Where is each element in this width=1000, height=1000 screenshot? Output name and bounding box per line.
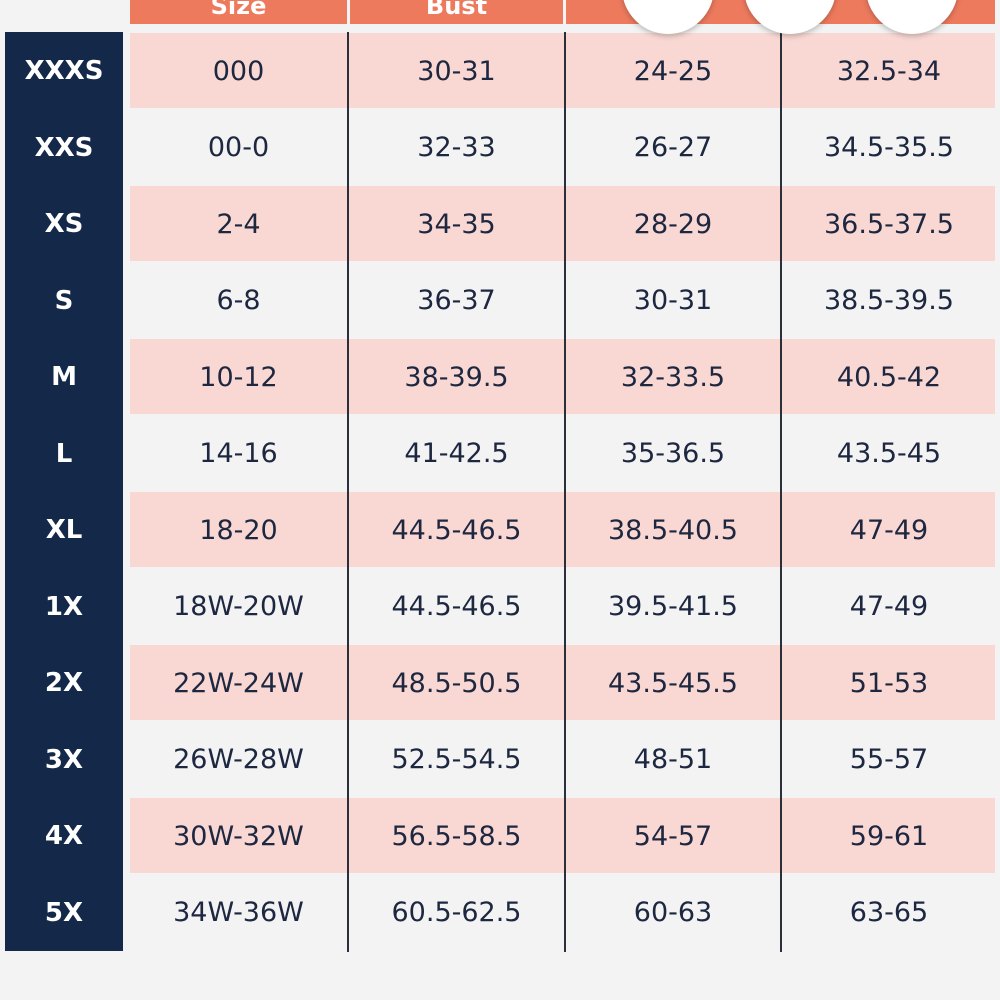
table-cell: 34.5-35.5 (824, 132, 954, 164)
size-label: L (55, 438, 73, 469)
table-cell: 000 (212, 55, 265, 87)
table-cell: 44.5-46.5 (391, 591, 522, 623)
table-cell: 43.5-45 (836, 438, 942, 470)
table-cell: 30W-32W (173, 820, 304, 852)
table-cell: 35-36.5 (620, 438, 726, 470)
table-cell: 36-37 (417, 285, 496, 317)
table-cell: 52.5-54.5 (391, 744, 522, 776)
table-cell: 18W-20W (173, 591, 304, 623)
table-cell: 59-61 (849, 820, 929, 852)
table-cell: 38.5-40.5 (608, 514, 738, 546)
size-label-column (5, 32, 123, 951)
row-band (130, 33, 995, 108)
table-cell: 26W-28W (173, 744, 304, 776)
table-cell: 34-35 (417, 208, 496, 240)
row-band (130, 492, 995, 567)
table-cell: 63-65 (849, 897, 929, 929)
icon-button[interactable] (744, 0, 836, 34)
size-label: M (51, 362, 77, 393)
table-cell: 32-33 (417, 132, 496, 164)
table-cell: 22W-24W (173, 667, 304, 699)
header-cell: Size (130, 0, 347, 24)
size-label: 2X (44, 668, 84, 699)
size-label: 3X (44, 744, 84, 775)
table-cell: 38-39.5 (404, 361, 509, 393)
table-cell: 30-31 (633, 285, 713, 317)
table-cell: 6-8 (216, 285, 261, 317)
table-cell: 40.5-42 (836, 361, 942, 393)
table-cell: 32.5-34 (836, 55, 942, 87)
table-cell: 00-0 (207, 132, 270, 164)
size-label: 5X (44, 897, 84, 928)
row-band (130, 186, 995, 261)
table-cell: 41-42.5 (404, 438, 509, 470)
row-band (130, 339, 995, 414)
table-cell: 60.5-62.5 (391, 897, 522, 929)
table-cell: 10-12 (199, 361, 278, 393)
header-cell: Bust (350, 0, 563, 24)
table-cell: 60-63 (633, 897, 713, 929)
size-label: XXS (34, 132, 94, 163)
column-divider (564, 32, 566, 952)
table-cell: 55-57 (849, 744, 929, 776)
table-cell: 43.5-45.5 (608, 667, 738, 699)
table-cell: 32-33.5 (620, 361, 726, 393)
size-label: S (54, 285, 74, 316)
table-cell: 18-20 (199, 514, 278, 546)
table-cell: 30-31 (417, 55, 496, 87)
column-divider (347, 32, 349, 952)
table-cell: 39.5-41.5 (608, 591, 738, 623)
size-label: XXXS (24, 56, 104, 87)
table-cell: 14-16 (199, 438, 278, 470)
table-cell: 34W-36W (173, 897, 304, 929)
table-cell: 38.5-39.5 (824, 285, 954, 317)
table-cell: 47-49 (849, 591, 929, 623)
size-label: 1X (44, 591, 84, 622)
table-cell: 44.5-46.5 (391, 514, 522, 546)
row-band (130, 798, 995, 873)
size-label: 4X (44, 821, 84, 852)
table-cell: 24-25 (633, 55, 713, 87)
table-cell: 51-53 (849, 667, 929, 699)
table-cell: 48.5-50.5 (391, 667, 522, 699)
table-cell: 54-57 (633, 820, 713, 852)
table-cell: 28-29 (633, 208, 713, 240)
table-cell: 47-49 (849, 514, 929, 546)
table-cell: 2-4 (216, 208, 261, 240)
size-label: XS (44, 209, 84, 240)
table-cell: 36.5-37.5 (824, 208, 954, 240)
table-cell: 56.5-58.5 (391, 820, 522, 852)
table-cell: 48-51 (633, 744, 713, 776)
column-divider (780, 32, 782, 952)
icon-button[interactable] (866, 0, 958, 34)
table-cell: 26-27 (633, 132, 713, 164)
row-band (130, 645, 995, 720)
size-label: XL (45, 515, 83, 546)
icon-button[interactable] (622, 0, 714, 34)
